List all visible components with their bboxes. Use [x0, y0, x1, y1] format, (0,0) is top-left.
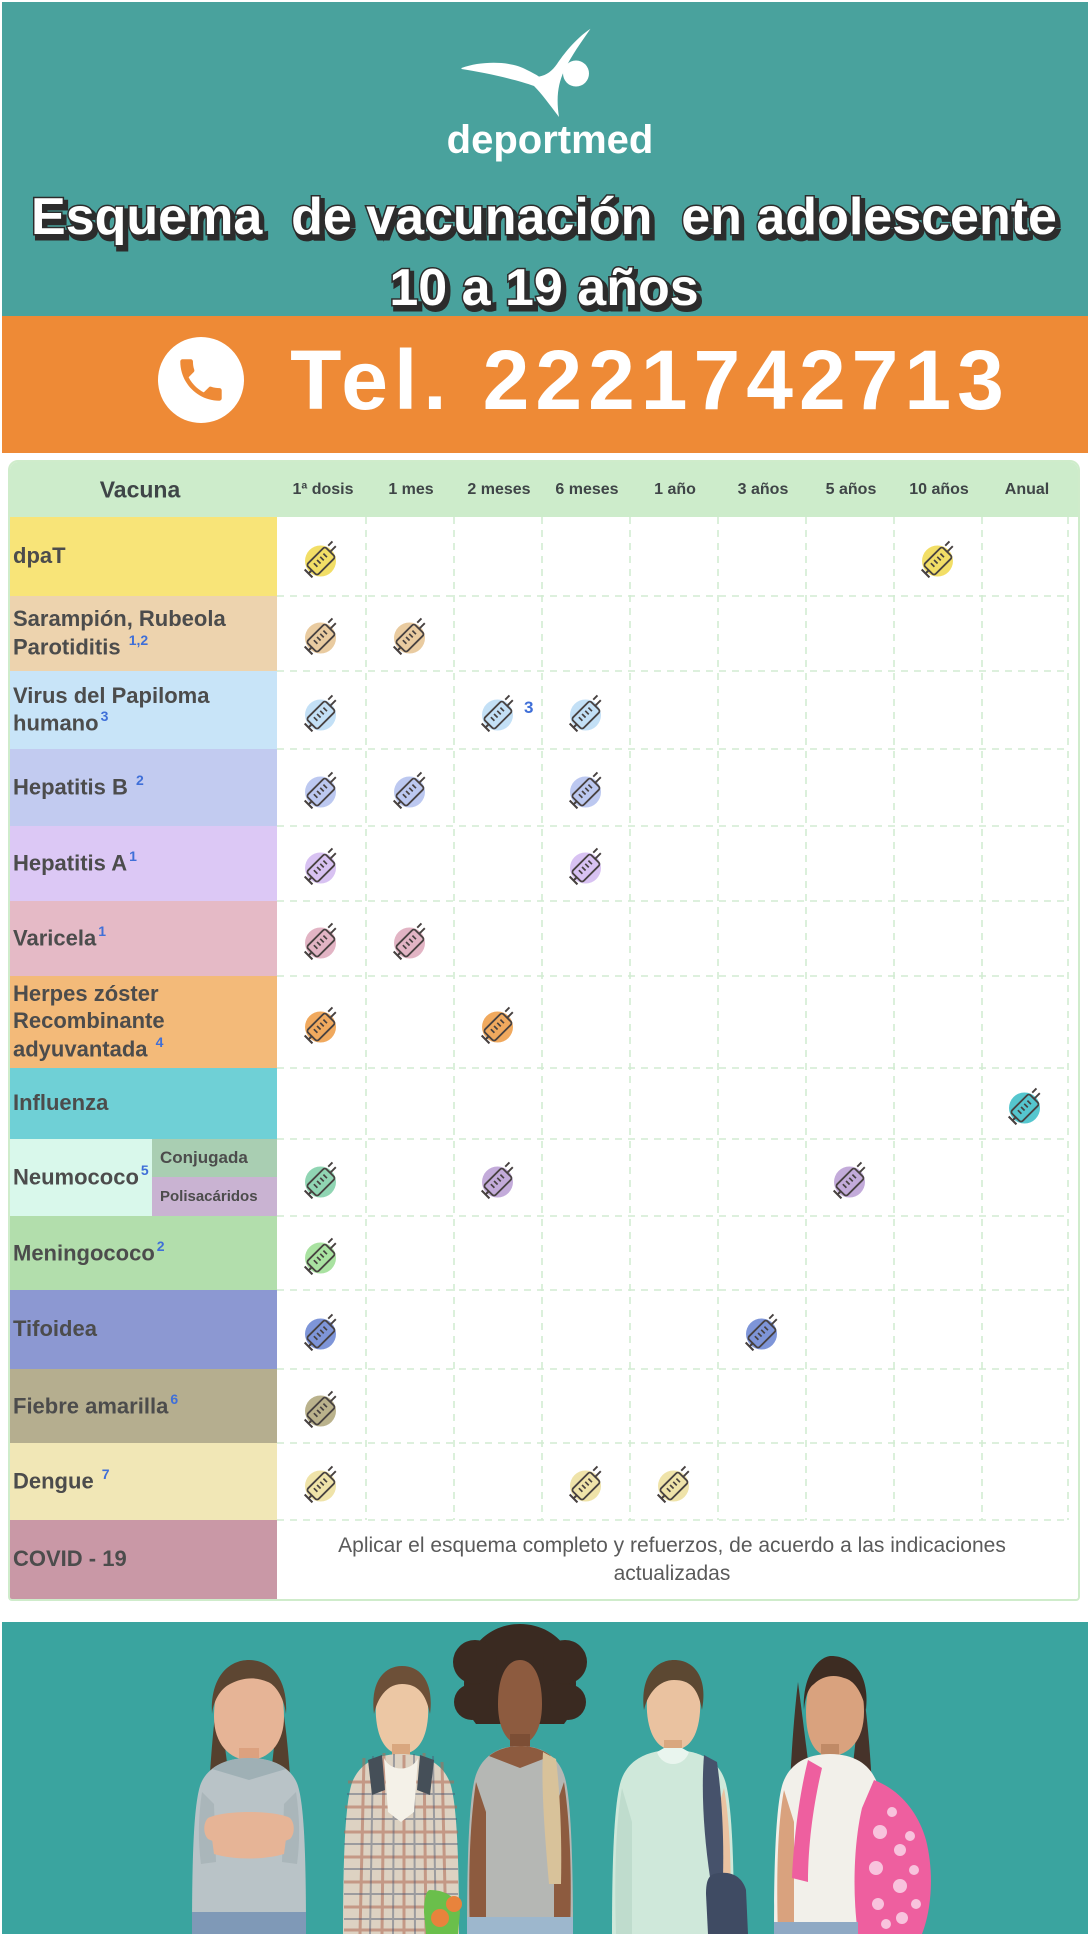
svg-text:10 a 19 años: 10 a 19 años: [392, 263, 701, 318]
svg-text:Esquema de vacunación en ado: Esquema de vacunación en adolescente: [31, 188, 1057, 246]
svg-text:10 a 19 años: 10 a 19 años: [389, 259, 698, 317]
svg-text:deportmed: deportmed: [447, 118, 654, 162]
svg-text:Esquema de vacunación en ado: Esquema de vacunación en adolescente: [34, 192, 1060, 250]
